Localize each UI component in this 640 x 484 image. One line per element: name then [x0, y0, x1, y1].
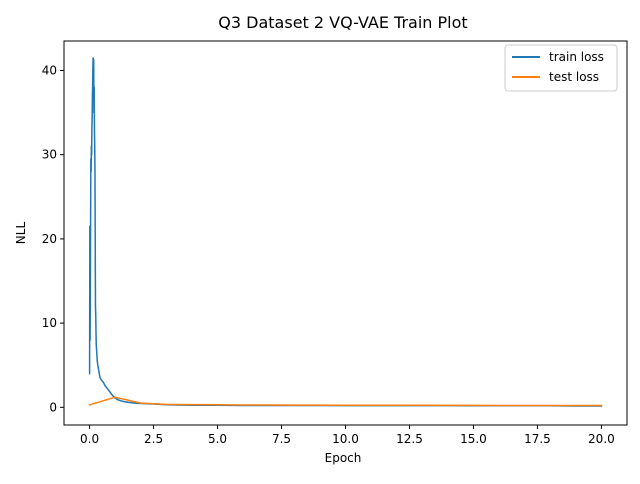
- y-tick-label: 40: [42, 63, 57, 77]
- x-tick-label: 17.5: [524, 432, 551, 446]
- y-tick-label: 10: [42, 316, 57, 330]
- y-axis-label: NLL: [14, 222, 28, 245]
- x-tick-label: 20.0: [588, 432, 615, 446]
- x-tick-label: 2.5: [144, 432, 163, 446]
- y-tick-label: 30: [42, 148, 57, 162]
- series-line-test-loss: [88, 396, 603, 407]
- x-tick-label: 15.0: [460, 432, 487, 446]
- legend: train loss test loss: [504, 44, 618, 92]
- y-tick-label: 0: [49, 400, 57, 414]
- x-tick-label: 7.5: [272, 432, 291, 446]
- plot-area: 0.0 2.5 5.0 7.5 10.0 12.5 15.0 17.5 20.0 0 10 20 30…: [42, 40, 628, 446]
- legend-train-loss-label: train loss: [549, 50, 604, 64]
- x-tick-label: 5.0: [208, 432, 227, 446]
- x-ticks: 0.0 2.5 5.0 7.5 10.0 12.5 15.0 17.5 20.0: [80, 425, 615, 446]
- y-tick-label: 20: [42, 232, 57, 246]
- chart-title: Q3 Dataset 2 VQ-VAE Train Plot: [218, 13, 467, 32]
- y-ticks: 0 10 20 30 40: [42, 63, 64, 414]
- x-tick-label: 10.0: [332, 432, 359, 446]
- x-tick-label: 0.0: [80, 432, 99, 446]
- lines-layer: [88, 57, 603, 407]
- x-tick-label: 12.5: [396, 432, 423, 446]
- legend-test-loss-label: test loss: [549, 70, 599, 84]
- x-axis-label: Epoch: [325, 451, 362, 465]
